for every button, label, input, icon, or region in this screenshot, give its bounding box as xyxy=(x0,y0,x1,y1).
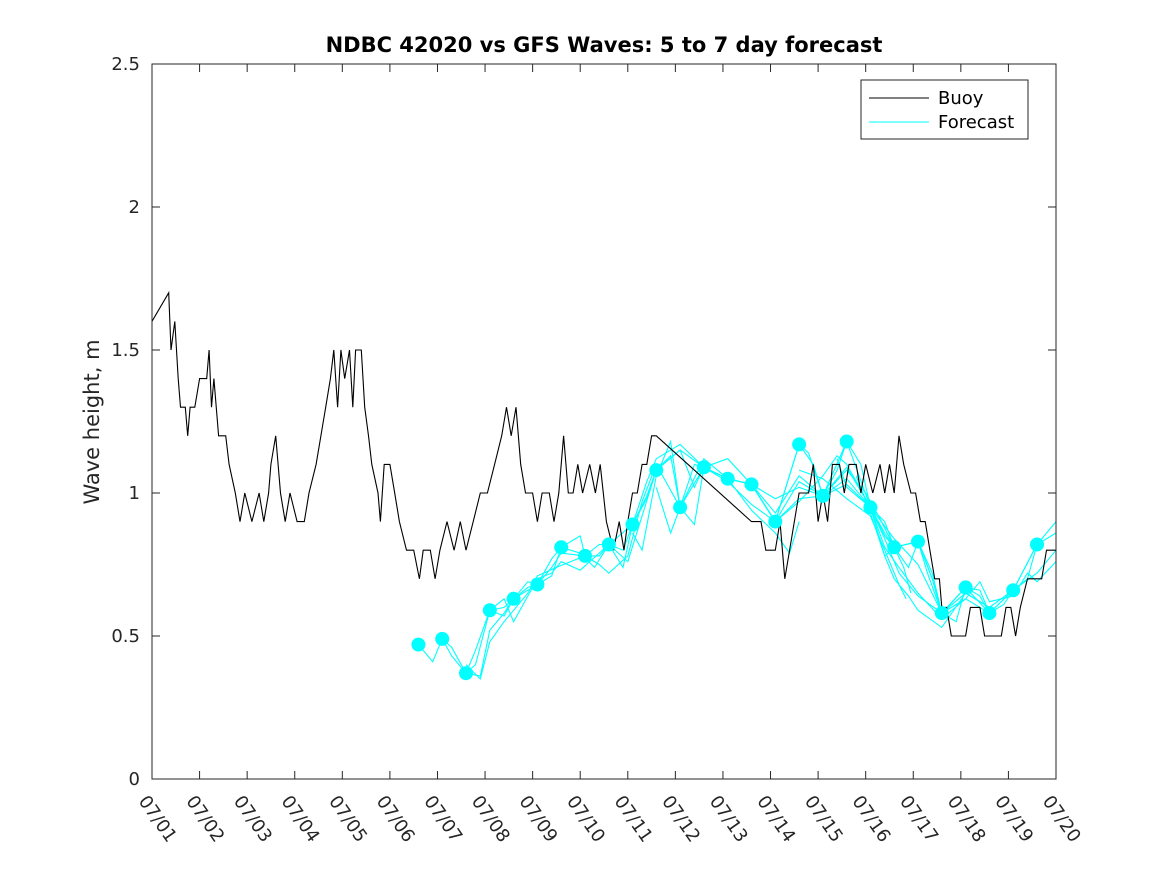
forecast-marker xyxy=(720,471,735,486)
forecast-marker xyxy=(768,514,783,529)
legend: Buoy Forecast xyxy=(860,79,1029,140)
forecast-marker xyxy=(934,606,949,621)
plot-series xyxy=(152,290,1056,681)
forecast-run-line xyxy=(855,475,1038,615)
y-tick-label: 1 xyxy=(129,483,140,504)
forecast-marker xyxy=(696,460,711,475)
forecast-marker xyxy=(673,500,688,515)
legend-label: Buoy xyxy=(938,88,984,109)
axes-box xyxy=(151,63,1057,780)
forecast-marker xyxy=(958,580,973,595)
forecast-marker xyxy=(744,477,759,492)
forecast-marker xyxy=(459,666,473,681)
forecast-marker xyxy=(625,517,640,532)
forecast-run-line xyxy=(655,454,824,526)
forecast-marker xyxy=(506,591,521,606)
forecast-run-line xyxy=(465,555,586,680)
forecast-marker xyxy=(554,540,569,555)
buoy-line xyxy=(152,290,1056,637)
forecast-marker xyxy=(601,537,616,552)
y-tick-label: 0 xyxy=(129,769,140,790)
forecast-run-line xyxy=(536,469,657,585)
plot-area xyxy=(152,290,1056,681)
forecast-marker xyxy=(839,434,854,449)
legend-box xyxy=(860,79,1029,140)
chart-title: NDBC 42020 vs GFS Waves: 5 to 7 day fore… xyxy=(326,33,883,57)
y-tick-label: 1.5 xyxy=(111,340,140,361)
forecast-marker xyxy=(815,488,830,503)
forecast-marker xyxy=(982,606,997,621)
forecast-marker xyxy=(435,631,450,646)
y-tick-label: 2.5 xyxy=(111,54,140,75)
forecast-run-line xyxy=(822,439,990,620)
forecast-run-line xyxy=(798,444,967,614)
forecast-marker xyxy=(482,603,497,618)
forecast-run-line xyxy=(836,458,912,594)
forecast-marker xyxy=(911,534,925,549)
forecast-marker xyxy=(649,463,664,478)
y-axis-label: Wave height, m xyxy=(80,339,104,504)
forecast-marker xyxy=(1030,537,1044,552)
legend-label: Forecast xyxy=(938,112,1014,133)
forecast-run-line xyxy=(798,469,907,600)
y-tick-label: 2 xyxy=(129,197,140,218)
forecast-run-line xyxy=(751,469,919,548)
forecast-marker xyxy=(863,500,878,515)
forecast-marker xyxy=(530,577,545,592)
y-tick-label: 0.5 xyxy=(111,626,140,647)
forecast-marker xyxy=(792,437,807,452)
forecast-run-line xyxy=(917,541,1056,614)
forecast-marker xyxy=(887,540,902,555)
forecast-marker xyxy=(1006,583,1021,598)
forecast-run-line xyxy=(560,463,681,574)
forecast-marker xyxy=(411,637,426,652)
forecast-marker xyxy=(578,548,592,563)
